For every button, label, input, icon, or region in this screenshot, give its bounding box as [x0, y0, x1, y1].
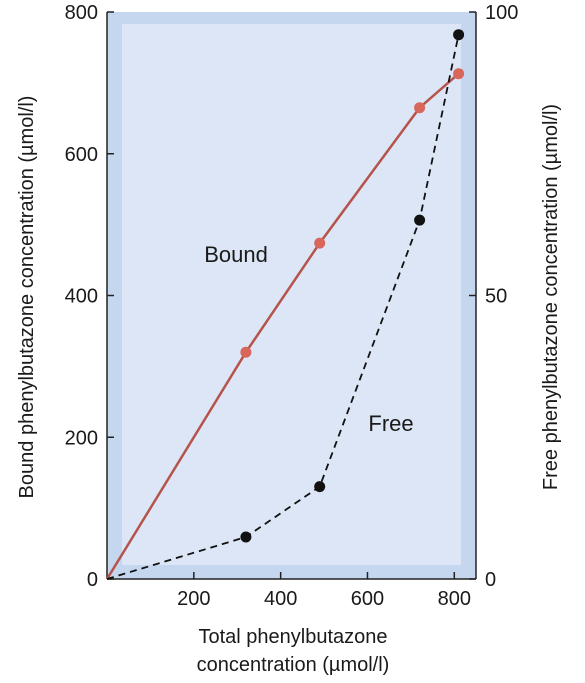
x-tick-label: 600: [351, 588, 384, 610]
plot-area: [122, 24, 461, 565]
free-point: [453, 29, 465, 41]
x-tick-label: 400: [264, 588, 297, 610]
bound-point: [240, 346, 252, 358]
y-left-tick-label: 200: [65, 427, 98, 449]
x-axis-title-line1: Total phenylbutazone: [198, 626, 387, 648]
y-right-tick-label: 0: [485, 569, 496, 591]
y-left-tick-label: 800: [65, 2, 98, 24]
x-tick-label: 800: [438, 588, 471, 610]
y-right-tick-label: 100: [485, 2, 518, 24]
free-point: [240, 531, 252, 543]
bound-point: [414, 102, 426, 114]
y-right-axis-title: Free phenylbutazone concentration (µmol/…: [540, 104, 562, 490]
y-left-tick-label: 0: [87, 569, 98, 591]
ticks: 200 400 600 800 0 200 400 600 800 0 50 100: [65, 2, 519, 610]
free-series: [106, 29, 465, 580]
bound-series: [105, 68, 465, 580]
x-axis-title-line2: concentration (µmol/l): [197, 654, 390, 676]
bound-annotation: Bound: [204, 242, 268, 267]
bound-point: [314, 237, 326, 249]
free-point: [314, 481, 326, 493]
bound-point: [453, 68, 465, 80]
y-left-tick-label: 600: [65, 144, 98, 166]
y-right-tick-label: 50: [485, 286, 507, 308]
free-annotation: Free: [368, 411, 413, 436]
x-tick-label: 200: [177, 588, 210, 610]
y-left-tick-label: 400: [65, 286, 98, 308]
free-point: [414, 214, 426, 226]
y-left-axis-title: Bound phenylbutazone concentration (µmol…: [16, 96, 38, 499]
